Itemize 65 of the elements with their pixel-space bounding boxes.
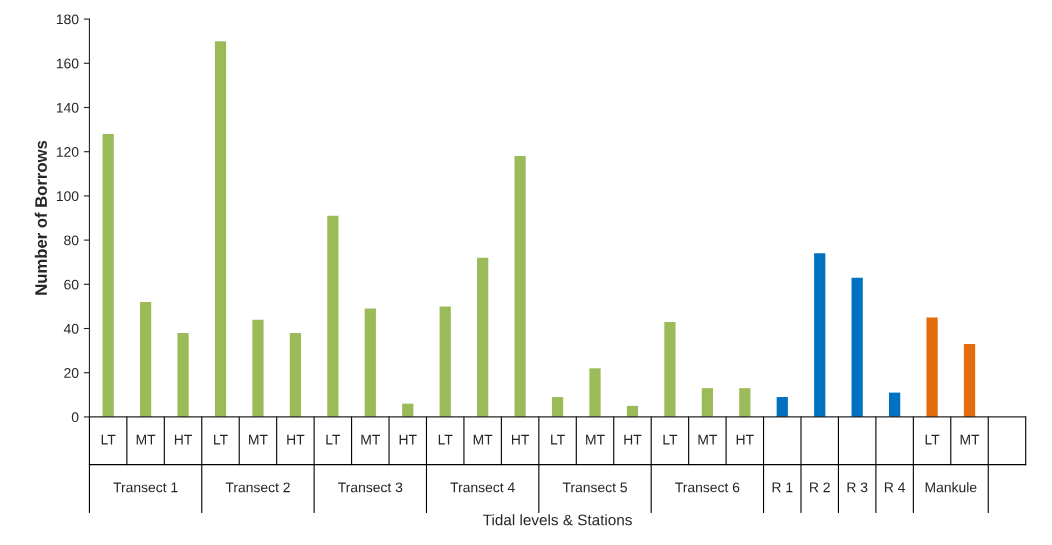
y-tick-label: 180: [56, 14, 79, 25]
bar: [327, 215, 339, 417]
y-tick-label: 140: [56, 102, 79, 113]
bar: [814, 253, 826, 417]
x-tick-label: HT: [399, 434, 417, 445]
x-tick-label: LT: [925, 434, 940, 445]
x-tick-label: LT: [326, 434, 341, 445]
bar: [214, 41, 227, 417]
x-tick-label: MT: [249, 434, 268, 445]
y-tick-label: 120: [56, 147, 79, 157]
bar: [514, 156, 526, 417]
text: Transect 4: [450, 482, 515, 493]
bar: [551, 397, 564, 417]
x-axis-title: Tidal levels & Stations: [483, 514, 632, 526]
y-tick-label: 160: [56, 58, 79, 69]
y-tick-label: 40: [63, 323, 79, 334]
text: R 3: [847, 482, 868, 493]
x-tick-label: MT: [698, 434, 718, 445]
bar: [664, 321, 676, 417]
bar: [589, 368, 601, 417]
bar: [177, 332, 189, 417]
x-tick-label: LT: [101, 434, 116, 445]
x-tick-label: LT: [214, 434, 228, 445]
x-tick-label: MT: [960, 434, 980, 445]
x-tick-label: MT: [473, 434, 493, 445]
text: Transect 1: [113, 482, 178, 493]
x-tick-label: LT: [551, 434, 565, 445]
bar: [477, 257, 489, 417]
x-tick-label: MT: [586, 434, 605, 445]
text: Transect 5: [562, 482, 627, 493]
bar: [701, 388, 713, 417]
y-tick-label: 0: [71, 412, 79, 423]
text: Transect 2: [225, 482, 290, 493]
text: Transect 6: [675, 482, 740, 493]
bar: [926, 317, 938, 417]
text: R 2: [810, 482, 830, 493]
y-tick-label: 100: [56, 191, 79, 202]
bar: [252, 319, 264, 417]
x-tick-label: HT: [287, 434, 305, 445]
bar: [289, 332, 302, 417]
x-tick-label: MT: [136, 434, 156, 445]
y-tick-label: 20: [64, 368, 79, 378]
bar: [889, 392, 901, 417]
text: R 4: [884, 482, 906, 493]
x-tick-label: HT: [174, 434, 192, 445]
text: R 1: [772, 482, 793, 493]
y-axis-title: Number of Borrows: [34, 140, 47, 295]
bar: [776, 397, 788, 417]
bar: [963, 343, 976, 417]
bar: [739, 388, 751, 417]
text: Mankule: [925, 482, 977, 493]
y-tick-label: 60: [64, 279, 79, 290]
x-tick-label: LT: [438, 434, 453, 445]
x-tick-label: HT: [511, 434, 530, 445]
bar: [364, 308, 376, 417]
x-tick-label: HT: [624, 434, 642, 445]
bar: [851, 277, 863, 417]
x-tick-label: HT: [736, 434, 754, 445]
text: Transect 3: [338, 482, 403, 493]
bar: [102, 134, 114, 417]
bar: [439, 306, 451, 417]
y-tick-label: 80: [64, 235, 79, 246]
x-tick-label: LT: [663, 434, 678, 445]
x-tick-label: MT: [361, 434, 381, 445]
bar: [139, 301, 152, 417]
